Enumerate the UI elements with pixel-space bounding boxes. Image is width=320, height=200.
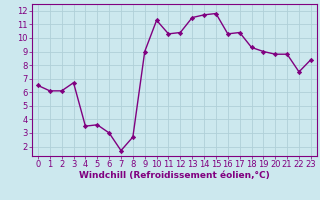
X-axis label: Windchill (Refroidissement éolien,°C): Windchill (Refroidissement éolien,°C) <box>79 171 270 180</box>
